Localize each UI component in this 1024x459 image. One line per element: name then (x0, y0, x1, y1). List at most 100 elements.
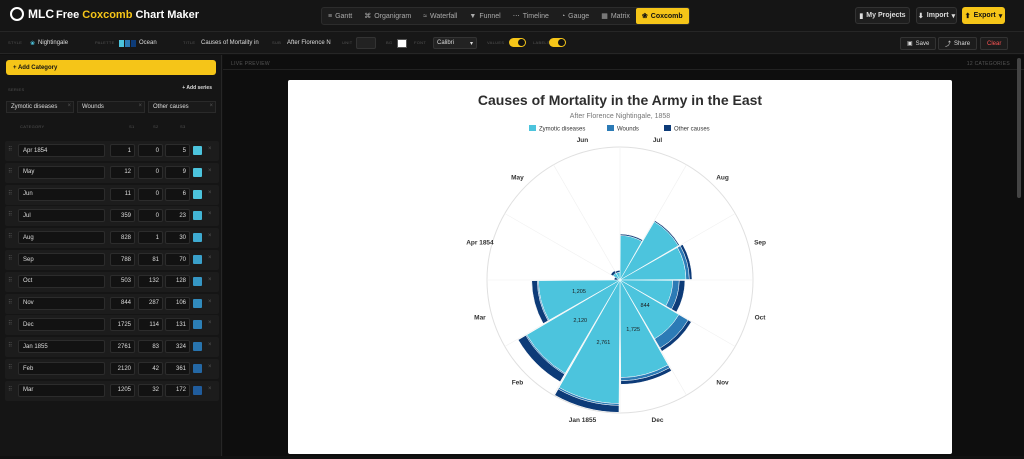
drag-handle-icon[interactable]: ⠿ (8, 343, 13, 350)
remove-icon[interactable]: × (208, 342, 212, 349)
s1-input[interactable]: 788 (110, 253, 135, 266)
drag-handle-icon[interactable]: ⠿ (8, 299, 13, 306)
row-color-swatch[interactable] (193, 364, 202, 373)
remove-icon[interactable]: × (208, 298, 212, 305)
s1-input[interactable]: 11 (110, 187, 135, 201)
category-name-input[interactable]: Nov (18, 296, 105, 310)
s3-input[interactable]: 128 (165, 274, 190, 288)
category-name-input[interactable]: Jan 1855 (18, 340, 105, 354)
s2-input[interactable]: 132 (138, 274, 163, 288)
s2-input[interactable]: 81 (138, 253, 163, 266)
drag-handle-icon[interactable]: ⠿ (8, 386, 13, 393)
font-select[interactable]: Calibri ▾ (433, 37, 477, 49)
s3-input[interactable]: 131 (165, 318, 190, 332)
s1-input[interactable]: 1725 (110, 318, 135, 332)
s3-input[interactable]: 5 (165, 144, 190, 157)
s3-input[interactable]: 70 (165, 253, 190, 266)
row-color-swatch[interactable] (193, 342, 202, 352)
s3-input[interactable]: 324 (165, 340, 190, 354)
s2-input[interactable]: 0 (138, 209, 163, 223)
s1-input[interactable]: 1 (110, 144, 135, 157)
save-button[interactable]: ▣ Save (900, 37, 937, 50)
row-color-swatch[interactable] (193, 320, 202, 330)
s3-input[interactable]: 9 (165, 165, 190, 179)
row-color-swatch[interactable] (193, 167, 202, 177)
s2-input[interactable]: 114 (138, 318, 163, 332)
bg-color-swatch[interactable] (397, 39, 407, 48)
remove-icon[interactable]: × (208, 276, 212, 283)
remove-icon[interactable]: × (208, 255, 212, 261)
s1-input[interactable]: 1205 (110, 383, 135, 397)
row-color-swatch[interactable] (193, 211, 202, 221)
category-name-input[interactable]: Oct (18, 274, 105, 288)
row-color-swatch[interactable] (193, 146, 202, 155)
drag-handle-icon[interactable]: ⠿ (8, 147, 13, 153)
s1-input[interactable]: 503 (110, 274, 135, 288)
drag-handle-icon[interactable]: ⠿ (8, 212, 13, 219)
category-name-input[interactable]: Apr 1854 (18, 144, 105, 157)
remove-icon[interactable]: × (208, 385, 212, 392)
remove-icon[interactable]: × (208, 189, 212, 196)
remove-icon[interactable]: × (208, 211, 212, 218)
series-input[interactable]: Other causes (148, 101, 216, 113)
s3-input[interactable]: 30 (165, 231, 190, 245)
drag-handle-icon[interactable]: ⠿ (8, 365, 13, 371)
export-button[interactable]: ⬆ Export ▾ (962, 7, 1005, 24)
remove-icon[interactable]: × (208, 167, 212, 174)
s1-input[interactable]: 844 (110, 296, 135, 310)
drag-handle-icon[interactable]: ⠿ (8, 321, 13, 328)
s2-input[interactable]: 1 (138, 231, 163, 245)
scrollbar[interactable] (1017, 58, 1021, 198)
row-color-swatch[interactable] (193, 255, 202, 264)
s1-input[interactable]: 359 (110, 209, 135, 223)
tab-gauge[interactable]: ◔ Gauge (555, 8, 595, 24)
row-color-swatch[interactable] (193, 233, 202, 243)
add-category-button[interactable]: + Add Category (6, 60, 216, 75)
style-select[interactable]: ❀ Nightingale (30, 37, 68, 49)
labels-toggle[interactable] (549, 38, 566, 47)
category-name-input[interactable]: Feb (18, 362, 105, 375)
row-color-swatch[interactable] (193, 189, 202, 199)
tab-coxcomb[interactable]: ❀ Coxcomb (635, 8, 689, 24)
subtitle-input[interactable]: After Florence N (287, 37, 337, 49)
s2-input[interactable]: 42 (138, 362, 163, 375)
category-name-input[interactable]: May (18, 165, 105, 179)
tab-waterfall[interactable]: ≈ Waterfall (417, 8, 463, 24)
unit-input[interactable] (356, 37, 376, 49)
s2-input[interactable]: 0 (138, 187, 163, 201)
row-color-swatch[interactable] (193, 276, 202, 286)
category-name-input[interactable]: Aug (18, 231, 105, 245)
s2-input[interactable]: 0 (138, 144, 163, 157)
series-input[interactable]: Zymotic diseases (6, 101, 74, 113)
s3-input[interactable]: 23 (165, 209, 190, 223)
row-color-swatch[interactable] (193, 298, 202, 308)
tab-timeline[interactable]: ⋯ Timeline (507, 8, 555, 24)
remove-icon[interactable]: × (208, 320, 212, 327)
title-input[interactable]: Causes of Mortality in (201, 37, 266, 49)
tab-funnel[interactable]: ▼ Funnel (463, 8, 506, 24)
tab-gantt[interactable]: ≡ Gantt (322, 8, 358, 24)
my-projects-button[interactable]: ▮ My Projects (855, 7, 910, 24)
remove-icon[interactable]: × (208, 233, 212, 240)
row-color-swatch[interactable] (193, 385, 202, 395)
drag-handle-icon[interactable]: ⠿ (8, 234, 13, 241)
s1-input[interactable]: 828 (110, 231, 135, 245)
s3-input[interactable]: 6 (165, 187, 190, 201)
series-input[interactable]: Wounds (77, 101, 145, 113)
logo[interactable]: MLC (10, 7, 54, 21)
drag-handle-icon[interactable]: ⠿ (8, 190, 13, 197)
s2-input[interactable]: 83 (138, 340, 163, 354)
tab-organigram[interactable]: ⌘ Organigram (358, 8, 417, 24)
clear-button[interactable]: Clear (980, 37, 1009, 50)
s1-input[interactable]: 12 (110, 165, 135, 179)
category-name-input[interactable]: Mar (18, 383, 105, 397)
s2-input[interactable]: 32 (138, 383, 163, 397)
drag-handle-icon[interactable]: ⠿ (8, 277, 13, 284)
category-name-input[interactable]: Sep (18, 253, 105, 266)
s1-input[interactable]: 2761 (110, 340, 135, 354)
s3-input[interactable]: 106 (165, 296, 190, 310)
s2-input[interactable]: 0 (138, 165, 163, 179)
remove-icon[interactable]: × (208, 146, 212, 152)
import-button[interactable]: ⬇ Import ▾ (916, 7, 957, 24)
drag-handle-icon[interactable]: ⠿ (8, 256, 13, 262)
